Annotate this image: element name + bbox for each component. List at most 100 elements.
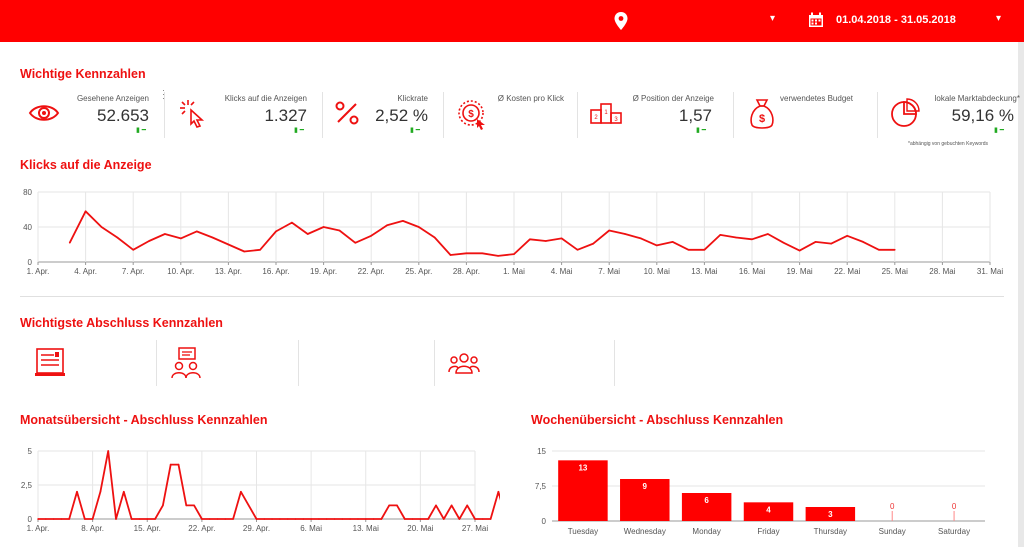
data-point: [310, 518, 312, 520]
bar-value-label: 0: [952, 502, 957, 511]
conversion-divider: [614, 340, 615, 386]
kpi-label: Gesehene Anzeigen: [76, 94, 149, 103]
kpi-label: Ø Kosten pro Klick: [497, 94, 564, 103]
x-tick-label: Saturday: [938, 527, 970, 536]
kpi-seen-ads: Gesehene Anzeigen 52.653 ▮ ━: [20, 88, 155, 144]
calendar-icon[interactable]: [808, 12, 824, 28]
data-point: [318, 518, 320, 520]
monthly-line-chart: 0 2,5 5 1. Apr. 8. Apr. 15. Apr. 22. Apr. 29. A…: [21, 447, 500, 533]
data-point: [247, 504, 250, 507]
x-tick-label: 7. Mai: [598, 267, 620, 276]
x-tick-label: Sunday: [879, 527, 906, 536]
data-point: [354, 241, 357, 244]
data-point: [513, 253, 515, 255]
data-point: [211, 236, 214, 239]
x-tick-label: 25. Apr.: [405, 267, 432, 276]
percent-icon: [335, 101, 359, 125]
data-point: [52, 518, 55, 520]
data-point: [115, 518, 117, 520]
weekly-bar-chart: 0 7,5 15 13 Tuesday 9 Wednesday 6 Monday 4 Friday 3…: [535, 447, 985, 536]
data-point: [169, 463, 172, 466]
data-point: [243, 250, 246, 253]
data-point: [474, 518, 476, 520]
clicks-chart-title: Klicks auf die Anzeige: [20, 158, 152, 172]
date-range-label[interactable]: 01.04.2018 - 31.05.2018: [836, 14, 956, 26]
data-point: [138, 518, 141, 520]
kpi-label: lokale Marktabdeckung*: [934, 94, 1020, 103]
pie-chart-icon: [891, 98, 920, 127]
data-point: [560, 237, 563, 240]
svg-text:3: 3: [614, 117, 618, 123]
data-point: [302, 518, 305, 520]
data-point: [481, 252, 484, 255]
bar-value-label: 3: [828, 510, 833, 519]
kpi-divider: [733, 92, 734, 138]
bar: [558, 460, 608, 521]
svg-text:2: 2: [594, 115, 598, 121]
data-point: [208, 518, 211, 520]
data-point: [782, 241, 785, 244]
data-point: [640, 237, 642, 240]
data-point: [107, 450, 110, 452]
bar: [743, 502, 794, 521]
data-point: [146, 518, 149, 520]
scrollbar-track[interactable]: [1018, 42, 1024, 547]
data-point: [418, 226, 420, 228]
date-dropdown-caret[interactable]: ▾: [996, 13, 1002, 24]
data-point: [60, 518, 63, 520]
data-point: [767, 233, 769, 235]
data-point: [396, 504, 398, 507]
kpi-cost-per-click: $ Ø Kosten pro Klick: [446, 88, 572, 144]
data-point: [263, 518, 266, 520]
data-point: [388, 504, 390, 507]
podium-icon: 1 2 3: [590, 103, 622, 124]
data-point: [370, 234, 373, 237]
data-point: [154, 518, 156, 520]
kpi-label: Klickrate: [397, 94, 428, 103]
cursor-click-icon: [180, 100, 205, 128]
x-tick-label: 16. Mai: [739, 267, 765, 276]
kpi-menu-dots[interactable]: · · ·: [162, 85, 165, 103]
kpi-value: 2,52 %: [375, 106, 428, 125]
x-tick-label: 13. Mai: [691, 267, 717, 276]
data-point: [333, 518, 336, 520]
data-point: [286, 518, 289, 520]
y-tick-label: 7,5: [535, 482, 547, 491]
group-icon: [448, 353, 480, 374]
data-point: [132, 248, 134, 251]
x-tick-label: 4. Apr.: [74, 267, 97, 276]
conversion-divider: [434, 340, 435, 386]
data-point: [116, 236, 119, 239]
data-point: [435, 504, 437, 507]
data-point: [279, 518, 281, 520]
conversion-divider: [156, 340, 157, 386]
location-dropdown-caret[interactable]: ▾: [770, 13, 776, 24]
data-point: [45, 518, 47, 520]
kpi-ad-position: 1 2 3 Ø Position der Anzeige 1,57 ▮ ━: [582, 88, 722, 144]
location-marker-icon[interactable]: [614, 12, 628, 30]
data-point: [322, 226, 325, 228]
kpi-trend: ▮ ━: [994, 127, 1005, 134]
kpi-budget-used: $ verwendetes Budget: [740, 88, 870, 144]
x-tick-label: 13. Mai: [353, 524, 379, 533]
x-tick-label: 19. Mai: [786, 267, 812, 276]
data-point: [687, 248, 690, 251]
data-point: [497, 491, 500, 493]
x-tick-label: 16. Apr.: [262, 267, 289, 276]
kpi-ad-clicks: Klicks auf die Anzeigen 1.327 ▮ ━: [170, 88, 315, 144]
data-point: [185, 504, 188, 507]
data-point: [878, 248, 880, 251]
data-point: [624, 233, 626, 235]
kpi-footnote: *abhängig von gebuchten Keywords: [908, 141, 989, 147]
x-tick-label: 28. Apr.: [453, 267, 480, 276]
kpi-divider: [577, 92, 578, 138]
kpi-trend: ▮ ━: [294, 127, 305, 134]
data-point: [529, 238, 531, 241]
kpi-divider: [877, 92, 878, 138]
data-point: [338, 229, 341, 232]
data-point: [364, 518, 367, 520]
kpi-trend: ▮ ━: [410, 127, 421, 134]
x-tick-label: 27. Mai: [462, 524, 488, 533]
x-tick-label: 22. Apr.: [358, 267, 385, 276]
data-point: [442, 518, 445, 520]
